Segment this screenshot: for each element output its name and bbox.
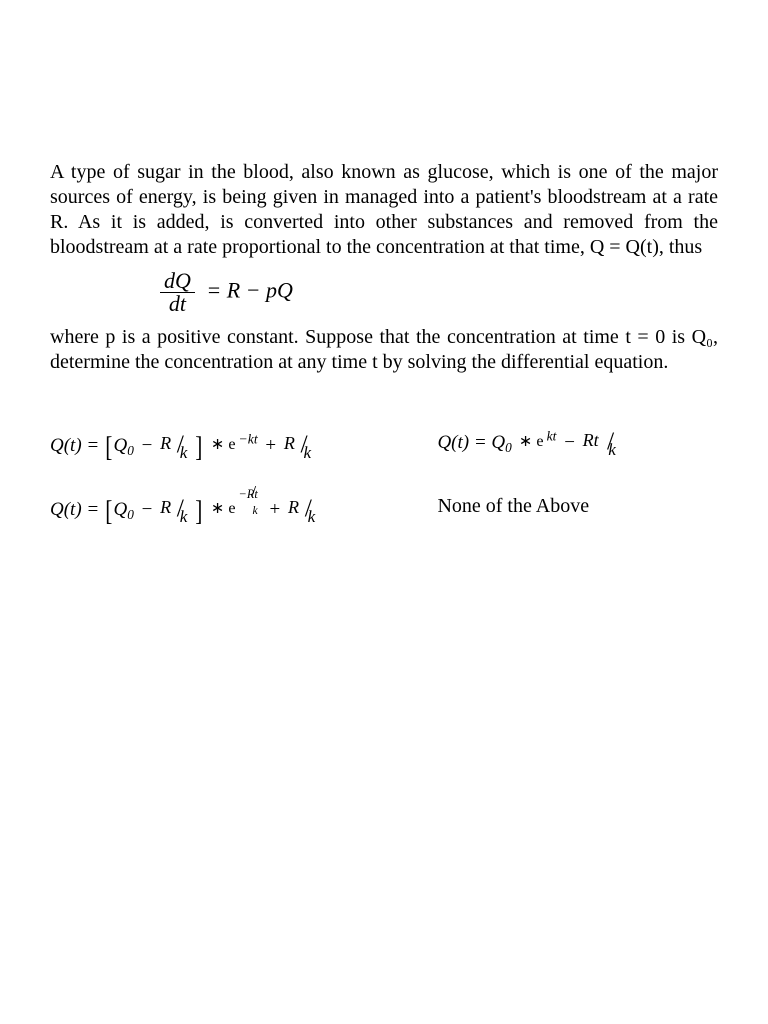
slanted-fraction-rk: R/k [160, 435, 194, 458]
bracket-open: [ [105, 494, 112, 530]
fraction-denominator: dt [160, 292, 195, 315]
answer-row-2: Q(t) = [Q0 − R/k] ∗ e−Rt/k + R/k None of… [50, 494, 718, 530]
sfrac-den: k [180, 442, 188, 463]
answer-choice-a: Q(t) = [Q0 − R/k] ∗ e−kt + R/k [50, 430, 437, 466]
page: A type of sugar in the blood, also known… [0, 0, 768, 607]
slanted-fraction-rk-2: R/k [284, 435, 318, 458]
answer-choice-d: None of the Above [437, 494, 718, 530]
slanted-fraction-exp: −Rt/k [239, 495, 262, 507]
plus-op: + [265, 499, 285, 520]
sfrac-den: k [608, 439, 616, 460]
ans-c-q: Q [113, 499, 127, 520]
problem-statement-2: where p is a positive constant. Suppose … [50, 325, 718, 375]
problem-statement-1: A type of sugar in the blood, also known… [50, 160, 718, 260]
answer-choices: Q(t) = [Q0 − R/k] ∗ e−kt + R/k Q(t) = Q0… [50, 430, 718, 529]
fraction-numerator: dQ [160, 270, 195, 292]
sfrac-num: R [160, 496, 171, 519]
minus-op: − [137, 499, 157, 520]
sfrac-num: R [288, 496, 299, 519]
ans-c-sub0: 0 [127, 506, 134, 521]
slanted-fraction-rk-2: R/k [288, 498, 322, 521]
sfrac-num: R [284, 432, 295, 455]
ans-a-mid: ∗ e [207, 436, 236, 453]
sfrac-num: R [160, 432, 171, 455]
answer-choice-c: Q(t) = [Q0 − R/k] ∗ e−Rt/k + R/k [50, 494, 437, 530]
bracket-close: ] [195, 430, 202, 466]
answer-row-1: Q(t) = [Q0 − R/k] ∗ e−kt + R/k Q(t) = Q0… [50, 430, 718, 466]
fraction-dq-dt: dQ dt [160, 270, 195, 315]
ans-a-q: Q [113, 435, 127, 456]
ans-d-text: None of the Above [437, 495, 589, 517]
ans-a-sub0: 0 [127, 443, 134, 458]
sfrac-den: k [180, 506, 188, 527]
bracket-open: [ [105, 430, 112, 466]
sfrac-den: k [304, 442, 312, 463]
minus-op: − [559, 432, 579, 453]
differential-equation: dQ dt = R − pQ [160, 270, 718, 315]
sfrac-den: k [308, 506, 316, 527]
slanted-fraction-rtk: Rt/k [583, 432, 625, 455]
ans-b-exp: kt [547, 429, 557, 444]
ans-b-mid: ∗ e [515, 433, 544, 450]
ans-b-prefix: Q(t) = Q [437, 432, 505, 453]
answer-choice-b: Q(t) = Q0 ∗ ekt − Rt/k [437, 430, 718, 466]
ans-c-mid: ∗ e [207, 500, 236, 517]
ans-b-sub0: 0 [505, 440, 512, 455]
slanted-fraction-rk: R/k [160, 498, 194, 521]
plus-op: + [261, 435, 281, 456]
equation-rhs: = R − pQ [206, 278, 293, 303]
ans-a-exp: −kt [239, 432, 258, 447]
sfrac-num: Rt [583, 429, 599, 452]
ans-a-prefix: Q(t) = [50, 435, 104, 456]
minus-op: − [137, 435, 157, 456]
bracket-close: ] [195, 494, 202, 530]
ans-c-prefix: Q(t) = [50, 499, 104, 520]
